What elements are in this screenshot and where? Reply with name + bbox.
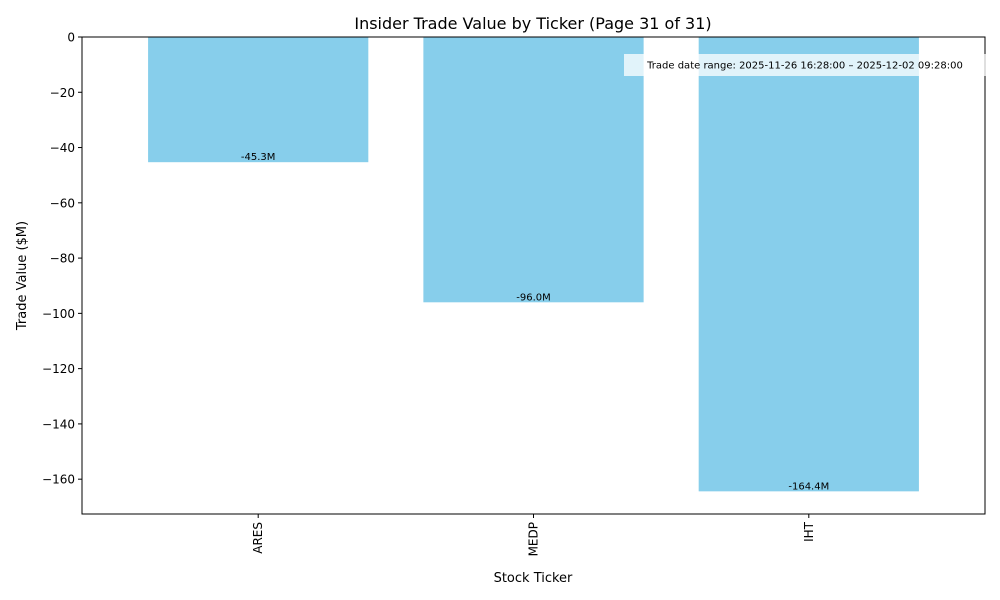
y-tick-label: −60 (50, 196, 75, 210)
bar-value-label: -96.0M (516, 292, 551, 303)
x-tick-label: MEDP (527, 522, 541, 556)
y-tick-label: 0 (67, 31, 75, 45)
bar-ares (148, 37, 369, 163)
y-tick-label: −100 (42, 307, 75, 321)
y-axis-label: Trade Value ($M) (15, 221, 30, 331)
x-tick-label: ARES (251, 522, 265, 554)
y-tick-label: −160 (42, 473, 75, 487)
chart-title: Insider Trade Value by Ticker (Page 31 o… (354, 14, 711, 33)
y-axis: 0 −20 −40 −60 −80 −100 −120 −140 −160 (42, 31, 82, 487)
y-tick-label: −20 (50, 86, 75, 100)
bar-value-label: -45.3M (241, 152, 276, 163)
annotation-box (624, 54, 986, 76)
y-tick-label: −120 (42, 362, 75, 376)
x-axis: ARES MEDP IHT (251, 514, 816, 556)
annotation-text: Trade date range: 2025-11-26 16:28:00 – … (646, 61, 963, 72)
x-tick-label: IHT (802, 521, 816, 542)
y-tick-label: −140 (42, 417, 75, 431)
date-range-annotation: Trade date range: 2025-11-26 16:28:00 – … (624, 54, 986, 76)
bar-value-label: -164.4M (788, 481, 829, 492)
bars-layer (148, 37, 919, 492)
y-tick-label: −40 (50, 141, 75, 155)
bar-iht (698, 37, 919, 492)
bar-labels-layer: -45.3M -96.0M -164.4M (241, 152, 829, 492)
bar-medp (423, 37, 644, 303)
y-tick-label: −80 (50, 252, 75, 266)
x-axis-label: Stock Ticker (494, 571, 573, 586)
plot-frame (81, 36, 986, 515)
